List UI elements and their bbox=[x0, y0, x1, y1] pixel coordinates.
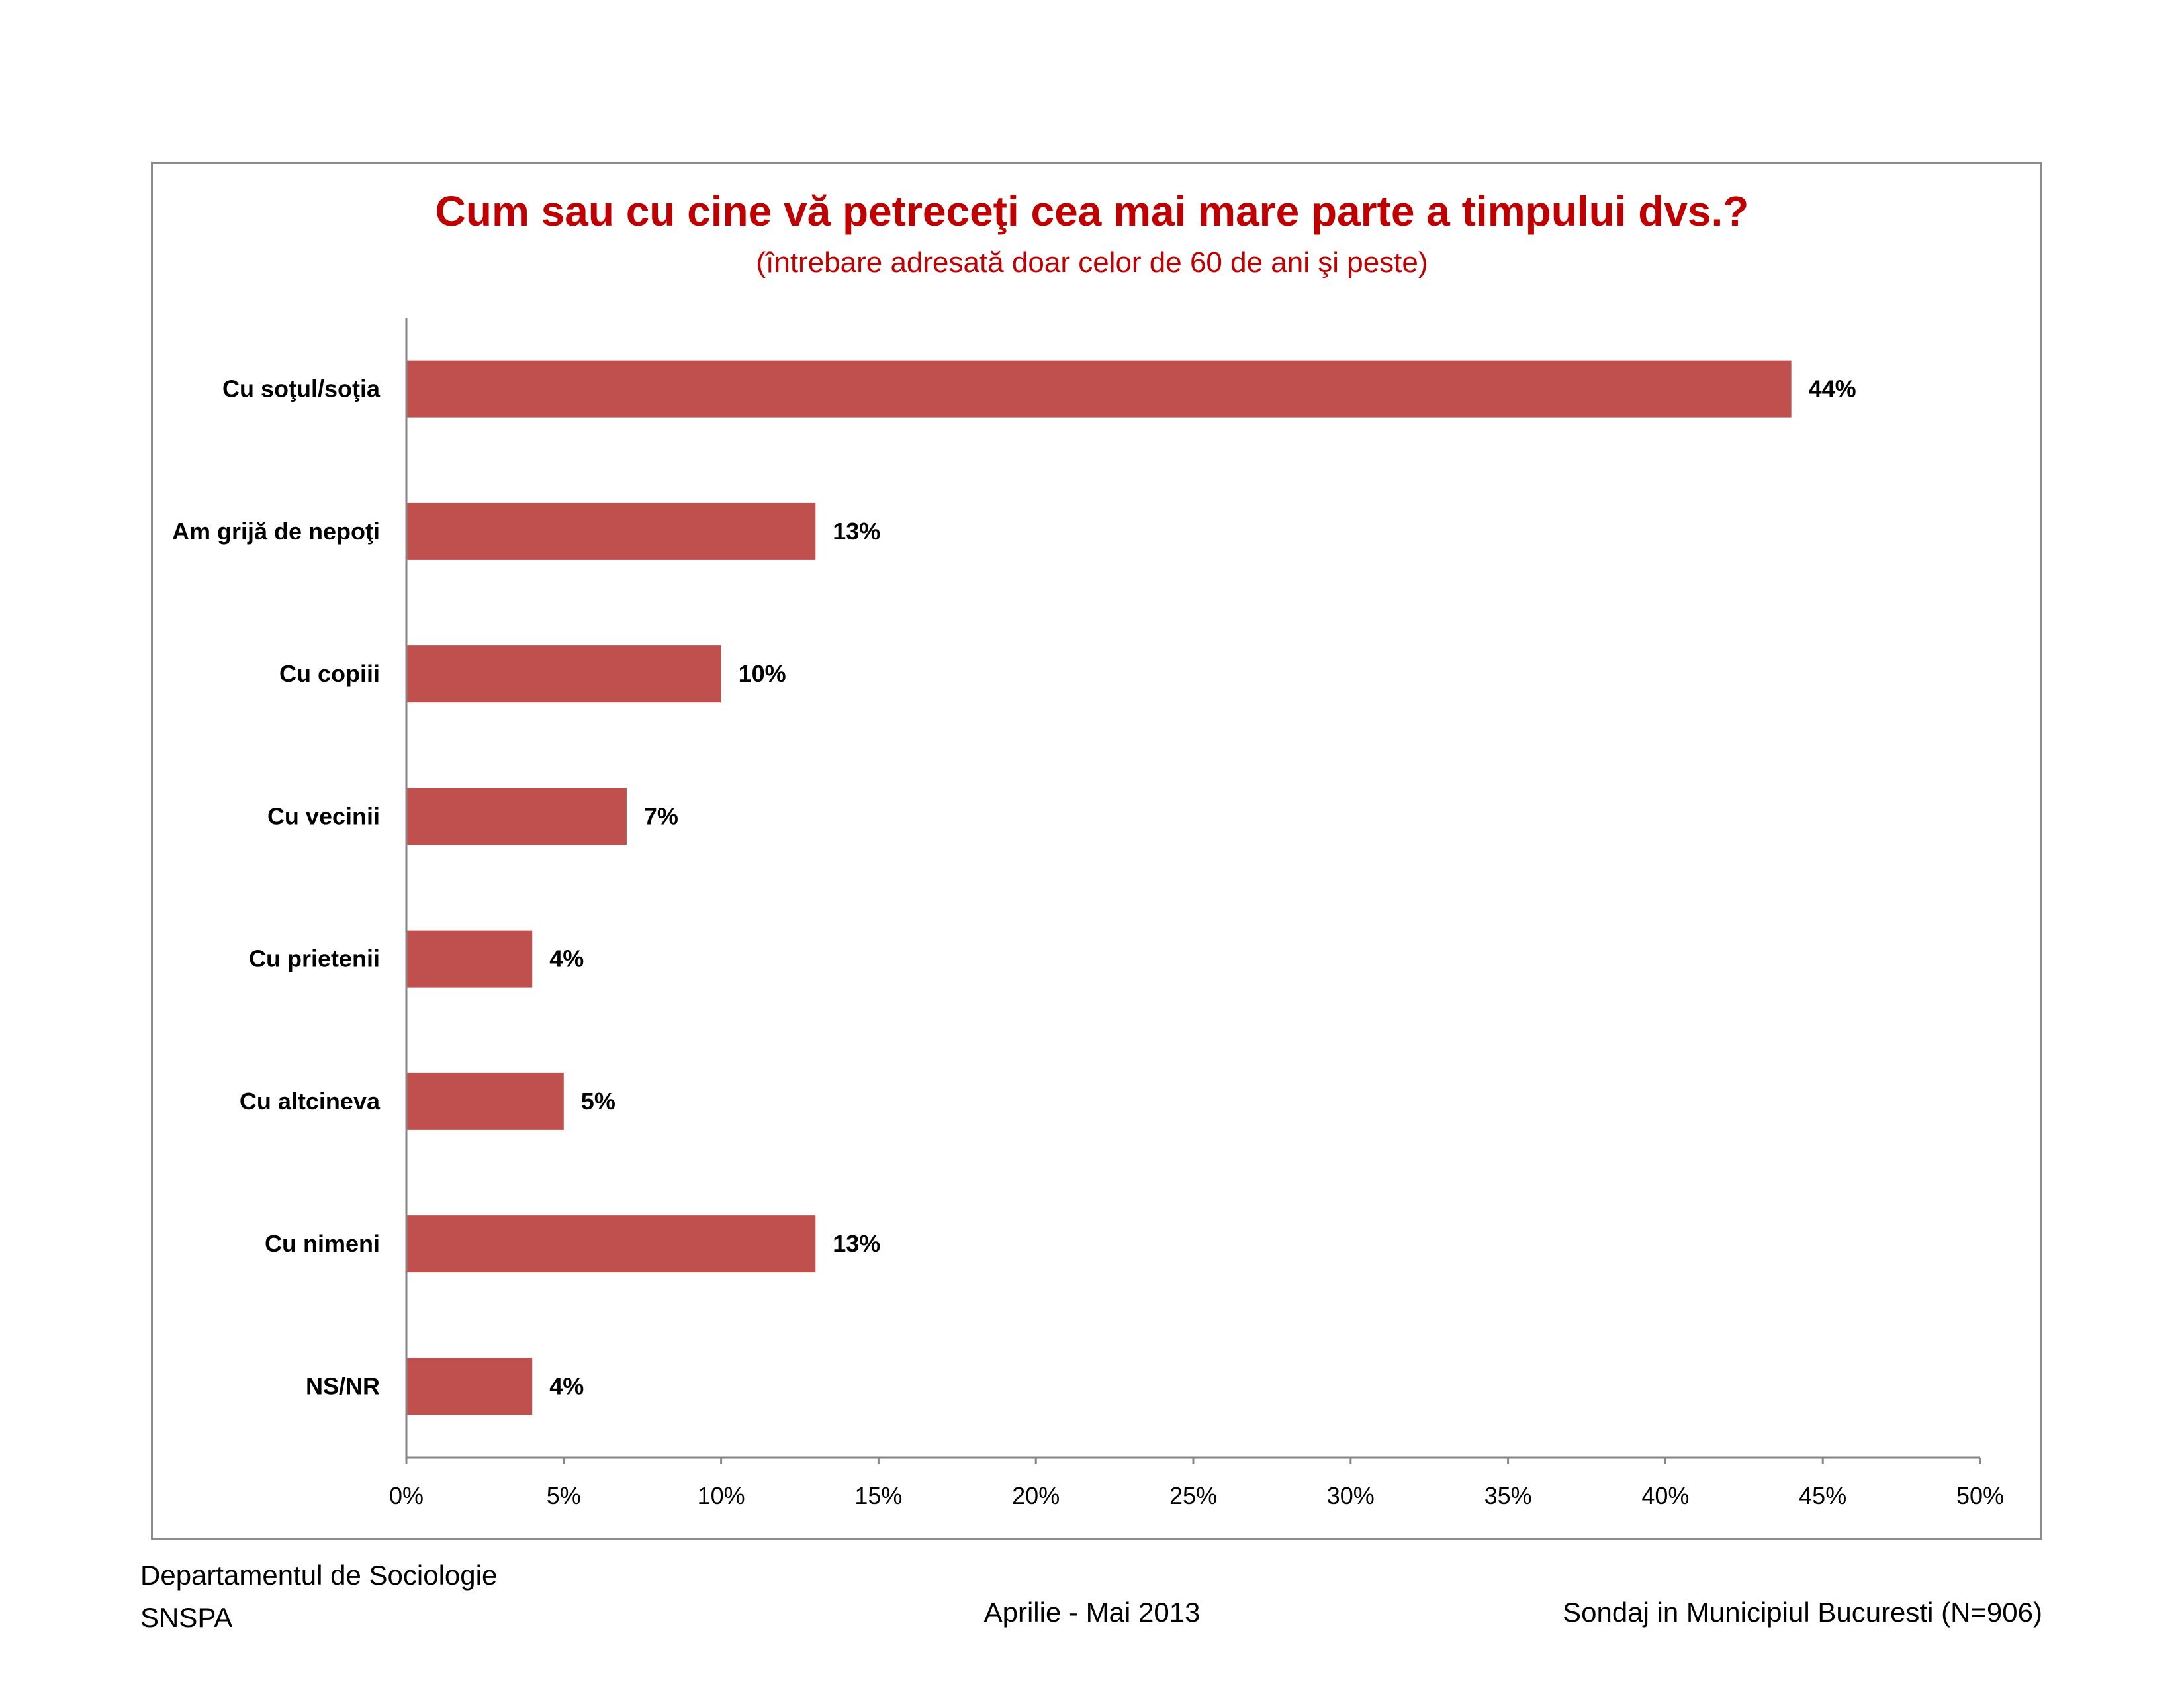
chart-title: Cum sau cu cine vă petreceţi cea mai mar… bbox=[435, 187, 1749, 235]
x-tick-label: 5% bbox=[547, 1482, 581, 1509]
bar bbox=[406, 930, 533, 988]
bar bbox=[406, 788, 627, 845]
x-tick-label: 20% bbox=[1012, 1482, 1060, 1509]
footer-survey: Sondaj in Municipiul Bucuresti (N=906) bbox=[1563, 1597, 2042, 1628]
bar bbox=[406, 1072, 564, 1130]
category-label: NS/NR bbox=[306, 1372, 380, 1399]
bar bbox=[406, 502, 816, 560]
x-tick-label: 40% bbox=[1641, 1482, 1689, 1509]
data-label: 10% bbox=[739, 660, 786, 687]
category-label: Cu prietenii bbox=[249, 945, 380, 972]
data-label: 44% bbox=[1809, 375, 1856, 402]
data-label: 4% bbox=[549, 945, 584, 972]
footer-department: Departamentul de Sociologie bbox=[140, 1560, 498, 1591]
data-label: 13% bbox=[833, 518, 880, 545]
x-tick-label: 25% bbox=[1169, 1482, 1217, 1509]
chart-subtitle: (întrebare adresată doar celor de 60 de … bbox=[756, 246, 1428, 279]
bar bbox=[406, 360, 1792, 418]
data-label: 7% bbox=[644, 802, 678, 829]
footer-organization: SNSPA bbox=[140, 1602, 233, 1633]
x-tick-label: 10% bbox=[698, 1482, 745, 1509]
category-label: Cu altcineva bbox=[240, 1088, 381, 1115]
category-label: Cu nimeni bbox=[265, 1230, 380, 1257]
bar bbox=[406, 645, 721, 703]
category-label: Cu vecinii bbox=[267, 802, 380, 829]
bar bbox=[406, 1358, 533, 1415]
footer-date: Aprilie - Mai 2013 bbox=[983, 1597, 1201, 1628]
category-label: Am grijă de nepoţi bbox=[172, 518, 380, 545]
x-tick-label: 50% bbox=[1956, 1482, 2004, 1509]
x-tick-label: 35% bbox=[1484, 1482, 1532, 1509]
bar bbox=[406, 1215, 816, 1273]
data-label: 4% bbox=[549, 1372, 584, 1399]
x-tick-label: 30% bbox=[1327, 1482, 1375, 1509]
x-tick-label: 0% bbox=[389, 1482, 424, 1509]
x-tick-label: 15% bbox=[854, 1482, 902, 1509]
category-label: Cu soţul/soţia bbox=[222, 375, 381, 402]
x-tick-label: 45% bbox=[1799, 1482, 1846, 1509]
category-label: Cu copiii bbox=[279, 660, 380, 687]
data-label: 13% bbox=[833, 1230, 880, 1257]
data-label: 5% bbox=[581, 1088, 615, 1115]
